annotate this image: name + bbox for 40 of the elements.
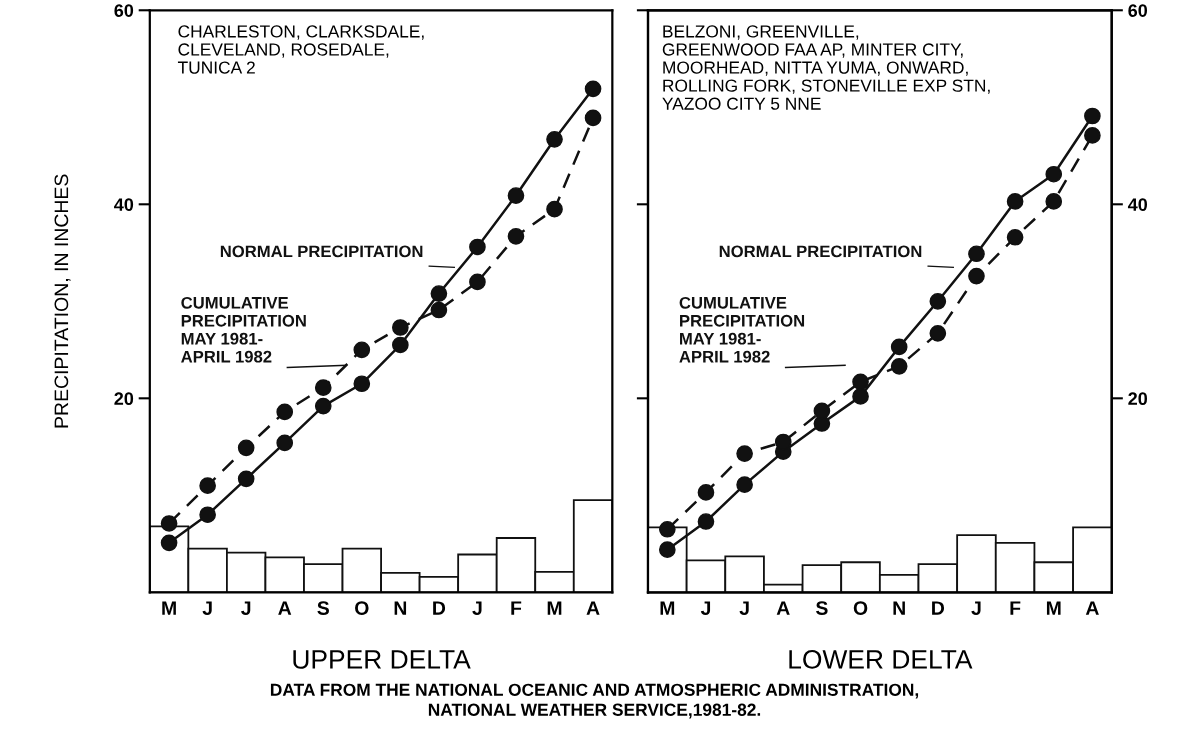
x-tick-label: J (241, 601, 251, 615)
x-tick-label: M (1046, 601, 1061, 615)
x-tick-label: S (317, 601, 329, 615)
x-tick-label: A (278, 601, 292, 615)
x-tick-label: J (472, 601, 482, 615)
x-tick-label: J (739, 601, 749, 615)
y-tick-label: 60 (114, 4, 134, 17)
text: CUMULATIVE PRECIPITATION MAY 1981- APRIL 1982 (679, 296, 805, 363)
x-tick-label: N (893, 601, 905, 615)
x-tick-label: D (433, 601, 446, 615)
x-tick-label: A (586, 601, 600, 615)
series-label: CUMULATIVE PRECIPITATION MAY 1981- APRIL 1982 (181, 296, 306, 363)
x-tick-label: M (547, 601, 562, 615)
x-tick-label: D (932, 601, 945, 615)
x-tick-label: J (971, 601, 981, 615)
text: DATA FROM THE NATIONAL OCEANIC AND ATMOSPHERIC ADMINISTRATION, NATIONAL WEATHER SERVICE,1981-82. (270, 683, 919, 719)
x-tick-label: A (776, 601, 790, 615)
x-tick-label: O (355, 601, 369, 615)
x-tick-label: F (1010, 601, 1021, 615)
series-label: NORMAL PRECIPITATION (220, 245, 423, 258)
x-axis-title: UPPER DELTA (293, 650, 471, 669)
annotation: BELZONI, GREENVILLE, GREENWOOD FAA AP, MINTER CITY, MOORHEAD, NITTA YUMA, ONWARD, ROLLING FORK, STONEVILLE EXP STN, YAZOO CITY 5 NNE (662, 25, 990, 110)
y2-tick-label: 20 (1128, 392, 1148, 406)
x-tick-label: J (202, 601, 212, 615)
x-tick-label: F (511, 601, 522, 615)
x-tick-label: M (660, 601, 675, 615)
x-tick-label: M (162, 601, 176, 615)
x-axis-title: LOWER DELTA (789, 650, 973, 669)
y-axis-title: PRECIPITATION, IN INCHES (54, 174, 71, 428)
text: NORMAL PRECIPITATION (719, 245, 922, 258)
x-tick-label: O (853, 601, 868, 615)
x-tick-label: S (815, 601, 828, 615)
x-tick-label: A (1085, 601, 1099, 615)
y2-tick-label: 40 (1127, 198, 1148, 212)
y-tick-label: 20 (114, 392, 134, 406)
y2-tick-label: 60 (1128, 4, 1148, 17)
annotation: CHARLESTON, CLARKSDALE, CLEVELAND, ROSEDALE, TUNICA 2 (177, 25, 424, 74)
x-tick-label: J (700, 601, 711, 615)
y-tick-label: 40 (114, 198, 134, 212)
x-tick-label: N (394, 601, 407, 615)
